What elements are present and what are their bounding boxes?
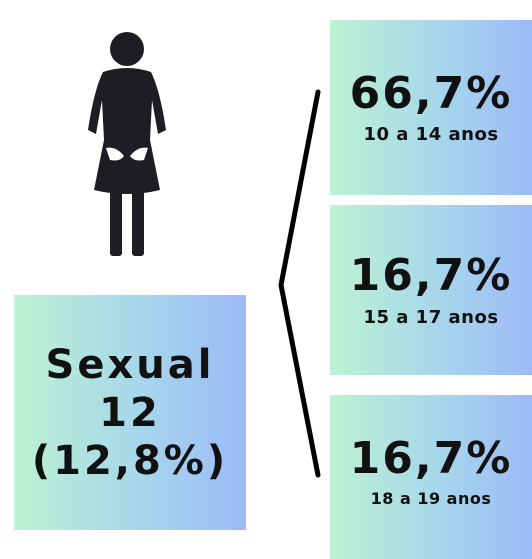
group-percent: 16,7% (349, 250, 513, 302)
group-box: 16,7% 18 a 19 anos (330, 395, 532, 559)
summary-box: Sexual 12 (12,8%) (14, 295, 246, 530)
group-box: 66,7% 10 a 14 anos (330, 20, 532, 195)
summary-share: (12,8%) (31, 437, 229, 484)
group-age: 18 a 19 anos (370, 489, 492, 509)
bracket (278, 89, 321, 478)
group-percent: 16,7% (349, 433, 513, 484)
summary-title: Sexual (45, 341, 215, 388)
group-age: 10 a 14 anos (363, 124, 499, 146)
group-percent: 66,7% (349, 67, 513, 119)
summary-count: 12 (99, 389, 161, 436)
group-age: 15 a 17 anos (363, 306, 499, 328)
person-icon (88, 32, 166, 256)
group-box: 16,7% 15 a 17 anos (330, 205, 532, 375)
